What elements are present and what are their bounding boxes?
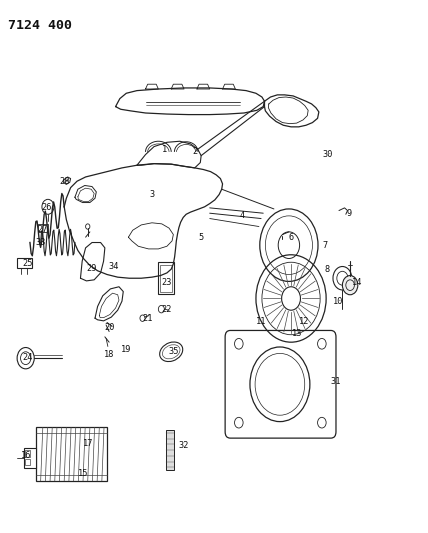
- Text: 25: 25: [23, 260, 33, 268]
- Text: 18: 18: [104, 350, 114, 359]
- Text: 17: 17: [83, 439, 93, 448]
- Text: 2: 2: [192, 148, 197, 156]
- Circle shape: [342, 276, 358, 295]
- Text: 9: 9: [346, 209, 351, 217]
- Text: 13: 13: [292, 329, 303, 337]
- Text: 6: 6: [288, 233, 294, 241]
- Text: 1: 1: [162, 145, 167, 154]
- Bar: [25, 459, 30, 465]
- Text: 15: 15: [78, 469, 89, 478]
- Text: 14: 14: [352, 278, 363, 287]
- Text: 30: 30: [322, 150, 333, 159]
- Bar: [24, 448, 36, 468]
- Text: 33: 33: [36, 238, 46, 247]
- Text: 4: 4: [239, 212, 244, 220]
- Text: 22: 22: [162, 305, 172, 313]
- Text: 34: 34: [108, 262, 119, 271]
- Text: 29: 29: [87, 264, 97, 272]
- Text: 16: 16: [21, 451, 31, 460]
- Text: 23: 23: [162, 278, 172, 287]
- FancyBboxPatch shape: [225, 330, 336, 438]
- Text: 28: 28: [59, 177, 69, 185]
- Bar: [17, 258, 32, 268]
- Text: 12: 12: [299, 317, 309, 326]
- Text: 32: 32: [179, 441, 189, 449]
- Text: 35: 35: [168, 348, 178, 356]
- Text: 19: 19: [121, 345, 131, 353]
- Text: 21: 21: [143, 314, 153, 322]
- Text: 8: 8: [325, 265, 330, 273]
- Text: 7124 400: 7124 400: [8, 19, 72, 31]
- Bar: [25, 450, 30, 457]
- Bar: [160, 265, 172, 292]
- Bar: [38, 224, 48, 232]
- Text: 27: 27: [38, 225, 48, 233]
- Bar: [36, 427, 107, 481]
- Circle shape: [282, 287, 300, 310]
- Text: 24: 24: [23, 353, 33, 361]
- Ellipse shape: [160, 342, 183, 361]
- Text: 3: 3: [149, 190, 155, 199]
- Text: 7: 7: [323, 241, 328, 249]
- Text: 26: 26: [42, 204, 52, 212]
- Bar: [166, 430, 174, 470]
- Bar: [158, 262, 174, 294]
- Text: 31: 31: [331, 377, 341, 385]
- Text: 20: 20: [104, 324, 114, 332]
- Text: 11: 11: [256, 317, 266, 326]
- Text: 5: 5: [199, 233, 204, 241]
- Text: 10: 10: [333, 297, 343, 305]
